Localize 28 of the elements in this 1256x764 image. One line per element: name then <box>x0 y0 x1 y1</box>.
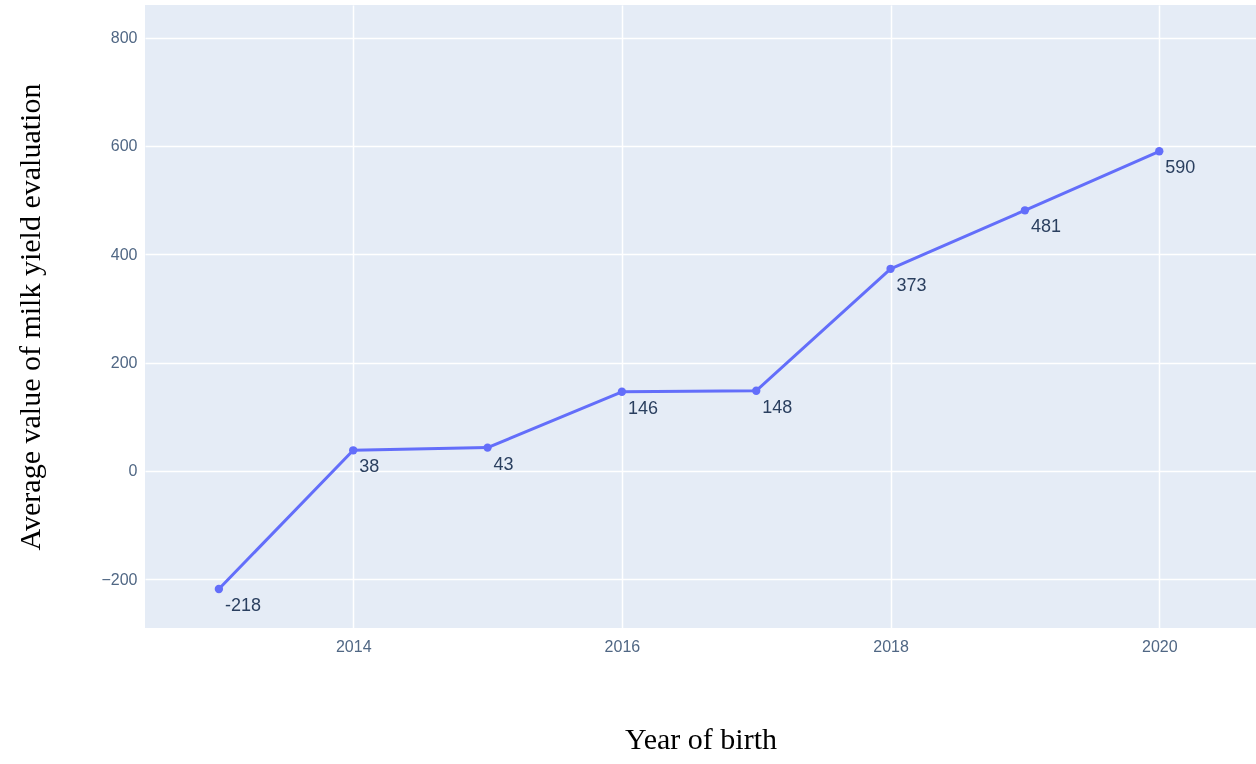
y-tick-label: 0 <box>128 462 138 480</box>
data-label: 373 <box>896 274 927 295</box>
data-label: 481 <box>1030 216 1061 237</box>
point <box>1020 206 1030 215</box>
y-tick-label: 600 <box>110 137 138 155</box>
data-label: 43 <box>493 453 514 474</box>
y-tick-label: 200 <box>110 354 138 372</box>
x-axis-title: Year of birth <box>625 721 777 755</box>
data-label: 148 <box>762 396 793 417</box>
point <box>886 264 895 273</box>
data-label: 590 <box>1165 157 1196 178</box>
point <box>214 584 224 594</box>
x-tick-label: 2014 <box>335 637 372 655</box>
y-tick-label: 800 <box>110 29 138 46</box>
x-tick-label: 2016 <box>604 637 641 655</box>
data-label: -218 <box>224 594 261 615</box>
y-tick-label: 400 <box>110 245 138 263</box>
point <box>1155 147 1164 156</box>
data-label: 38 <box>359 456 380 477</box>
point <box>483 443 492 452</box>
point <box>349 446 358 455</box>
point <box>617 387 627 396</box>
y-tick-label: −200 <box>101 570 138 588</box>
x-tick-label: 2018 <box>873 637 909 655</box>
y-axis-title: Average value of milk yield evaluation <box>13 83 47 551</box>
data-label: 146 <box>627 397 658 418</box>
x-tick-label: 2020 <box>1141 637 1178 655</box>
point <box>752 386 761 395</box>
